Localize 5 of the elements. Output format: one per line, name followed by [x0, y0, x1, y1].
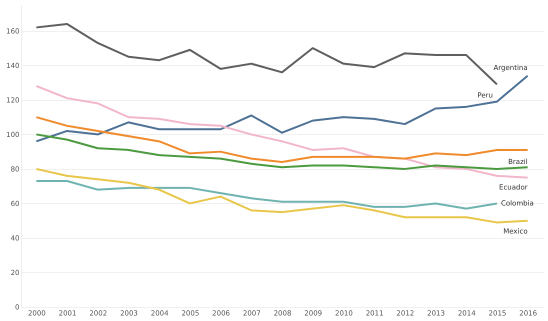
line-series — [35, 74, 529, 142]
line-series — [35, 116, 529, 164]
line-series — [35, 180, 498, 210]
line-series — [35, 133, 529, 170]
line-series — [35, 85, 529, 179]
